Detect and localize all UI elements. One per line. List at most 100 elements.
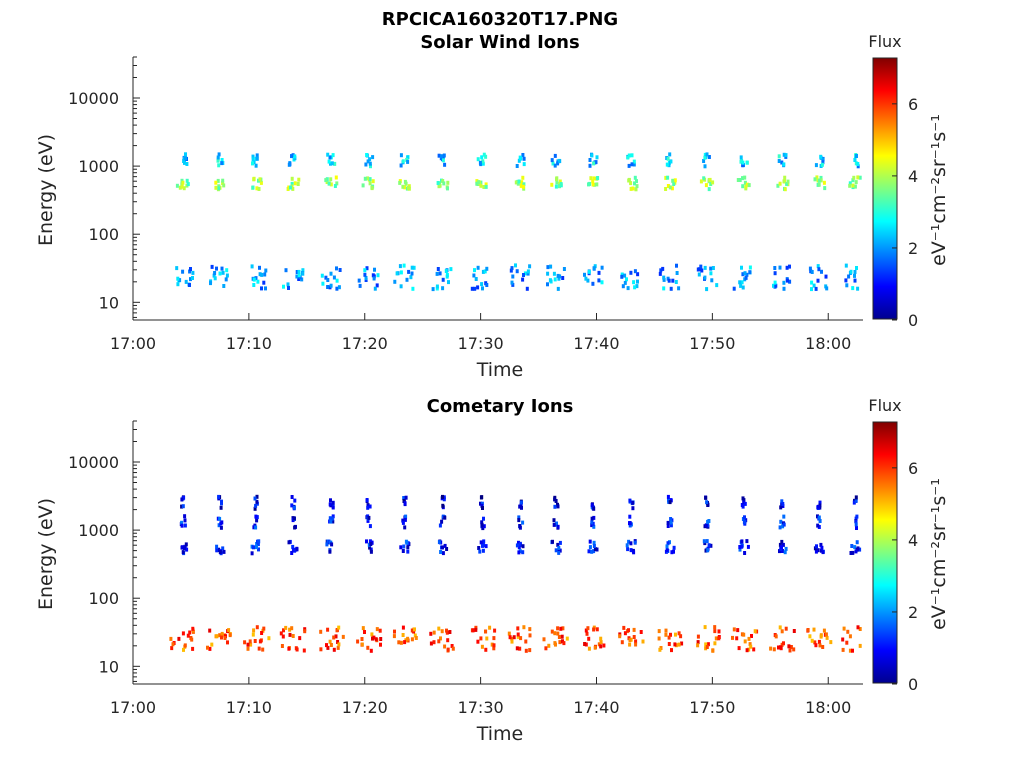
- heatmap-cell: [438, 523, 442, 528]
- heatmap-cell: [782, 179, 786, 184]
- heatmap-cell: [482, 539, 486, 544]
- heatmap-cell: [824, 274, 828, 279]
- heatmap-cell: [328, 549, 332, 554]
- heatmap-cell: [556, 286, 560, 291]
- heatmap-cell: [250, 264, 254, 269]
- heatmap-cell: [634, 187, 638, 192]
- heatmap-cell: [450, 644, 454, 648]
- heatmap-cell: [628, 642, 632, 647]
- heatmap-cell: [482, 152, 486, 157]
- heatmap-cell: [700, 268, 704, 273]
- heatmap-cell: [440, 154, 443, 159]
- heatmap-cell: [363, 272, 367, 277]
- heatmap-cell: [633, 175, 637, 180]
- heatmap-cell: [180, 545, 184, 550]
- heatmap-cell: [292, 505, 296, 510]
- heatmap-cell: [627, 539, 631, 544]
- heatmap-cell: [251, 154, 255, 159]
- heatmap-cell: [519, 183, 523, 188]
- heatmap-cell: [185, 178, 189, 183]
- heatmap-cell: [301, 271, 305, 276]
- heatmap-cell: [480, 520, 484, 525]
- heatmap-cell: [526, 269, 530, 274]
- heatmap-cell: [679, 634, 683, 639]
- heatmap-cell: [592, 524, 596, 529]
- heatmap-cell: [437, 153, 441, 158]
- heatmap-cell: [368, 524, 372, 529]
- heatmap-cell: [379, 637, 383, 641]
- x-tick-label: 17:10: [226, 334, 272, 353]
- heatmap-cell: [478, 549, 482, 554]
- heatmap-cell: [732, 286, 736, 291]
- heatmap-cell: [526, 271, 530, 276]
- heatmap-cell: [365, 498, 369, 502]
- heatmap-cell: [255, 518, 259, 523]
- heatmap-cell: [627, 153, 631, 158]
- heatmap-cell: [633, 540, 637, 545]
- heatmap-cell: [401, 633, 405, 637]
- heatmap-cell: [521, 175, 525, 180]
- heatmap-cell: [369, 164, 372, 169]
- heatmap-cell: [519, 500, 523, 505]
- heatmap-cell: [629, 270, 633, 275]
- heatmap-cell: [441, 503, 445, 508]
- heatmap-cell: [477, 180, 481, 185]
- heatmap-cell: [368, 161, 372, 166]
- heatmap-cell: [669, 159, 673, 164]
- heatmap-cell: [446, 638, 450, 643]
- heatmap-cell: [185, 162, 189, 166]
- heatmap-cell: [553, 163, 557, 168]
- heatmap-cell: [406, 545, 410, 550]
- heatmap-cell: [853, 545, 857, 550]
- heatmap-cell: [747, 647, 751, 652]
- heatmap-cell: [329, 283, 333, 288]
- heatmap-cell: [440, 629, 444, 634]
- heatmap-cell: [260, 286, 263, 291]
- heatmap-cell: [443, 515, 447, 520]
- heatmap-cell: [706, 642, 710, 647]
- colorbar: [872, 57, 898, 320]
- heatmap-cell: [844, 278, 848, 283]
- heatmap-cell: [583, 272, 586, 277]
- heatmap-cell: [290, 154, 293, 159]
- heatmap-cell: [821, 160, 825, 165]
- heatmap-cell: [182, 186, 186, 191]
- heatmap-cell: [261, 647, 265, 652]
- heatmap-cell: [813, 177, 817, 182]
- heatmap-cell: [402, 544, 406, 549]
- heatmap-cell: [629, 181, 633, 186]
- heatmap-cell: [258, 639, 262, 644]
- heatmap-cell: [511, 274, 515, 279]
- heatmap-cell: [410, 637, 414, 642]
- heatmap-cell: [668, 185, 672, 190]
- heatmap-cell: [778, 625, 782, 630]
- y-axis-label: Energy (eV): [35, 498, 57, 610]
- colorbar-tick-label: 4: [908, 531, 918, 550]
- heatmap-cell: [399, 284, 403, 289]
- heatmap-cell: [736, 628, 740, 633]
- heatmap-cell: [473, 286, 477, 291]
- heatmap-cell: [704, 495, 708, 500]
- heatmap-cell: [222, 549, 226, 554]
- heatmap-cell: [484, 544, 488, 549]
- heatmap-cell: [484, 154, 488, 159]
- heatmap-cell: [180, 497, 184, 502]
- heatmap-cell: [515, 543, 519, 548]
- heatmap-cell: [295, 547, 299, 552]
- heatmap-cell: [817, 178, 821, 183]
- heatmap-cell: [554, 548, 558, 553]
- heatmap-cell: [620, 640, 624, 645]
- heatmap-cell: [399, 640, 403, 645]
- heatmap-cell: [331, 505, 335, 510]
- heatmap-cell: [436, 267, 440, 271]
- heatmap-cell: [254, 276, 258, 281]
- colorbar-label: eV⁻¹cm⁻²sr⁻¹s⁻¹: [928, 114, 950, 266]
- heatmap-cell: [590, 549, 594, 554]
- heatmap-cell: [332, 647, 336, 652]
- heatmap-cell: [332, 635, 336, 640]
- heatmap-cell: [743, 175, 747, 180]
- heatmap-cell: [810, 270, 814, 274]
- heatmap-cell: [528, 627, 532, 632]
- heatmap-cell: [336, 640, 340, 644]
- heatmap-cell: [366, 159, 370, 164]
